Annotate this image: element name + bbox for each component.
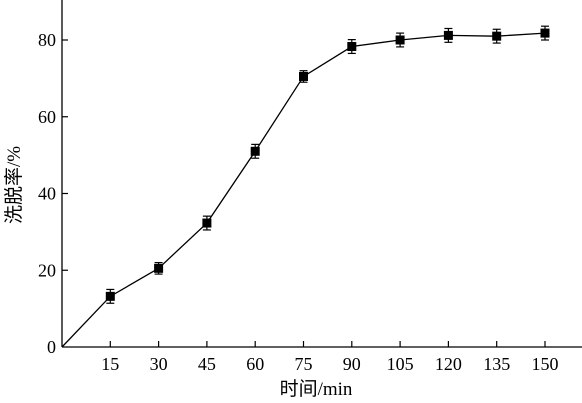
data-point-marker: [443, 30, 453, 40]
series-layer: [61, 25, 550, 348]
y-tick-label: 20: [38, 260, 56, 280]
x-tick-label: 15: [101, 354, 119, 374]
y-tick-label: 60: [38, 107, 56, 127]
x-tick-label: 60: [246, 354, 264, 374]
x-tick-label: 105: [387, 354, 414, 374]
x-tick-label: 135: [483, 354, 510, 374]
data-point-marker: [395, 35, 405, 45]
x-ticks: 15 30 45 60 75 90 105 120 135 150: [101, 341, 559, 374]
data-point-marker: [540, 28, 550, 38]
data-point-marker: [347, 42, 357, 52]
data-point-marker: [299, 71, 308, 81]
data-point-marker: [250, 146, 260, 156]
axes: [61, 0, 582, 348]
y-tick-label: 40: [38, 184, 56, 204]
x-tick-label: 75: [295, 354, 313, 374]
y-ticks: 0 20 40 60 80: [38, 30, 68, 357]
data-point-marker: [492, 31, 502, 41]
y-tick-label: 0: [47, 337, 56, 357]
x-tick-label: 90: [343, 354, 361, 374]
x-axis-title: 时间/min: [280, 378, 353, 400]
data-point-marker: [202, 218, 212, 228]
data-point-marker: [105, 291, 115, 301]
x-tick-label: 30: [150, 354, 168, 374]
x-tick-label: 45: [198, 354, 216, 374]
y-tick-label: 80: [38, 30, 56, 50]
y-axis-title: 洗脱率/%: [3, 146, 25, 224]
x-tick-label: 150: [532, 354, 559, 374]
x-tick-label: 120: [435, 354, 462, 374]
data-point-marker: [154, 263, 164, 273]
